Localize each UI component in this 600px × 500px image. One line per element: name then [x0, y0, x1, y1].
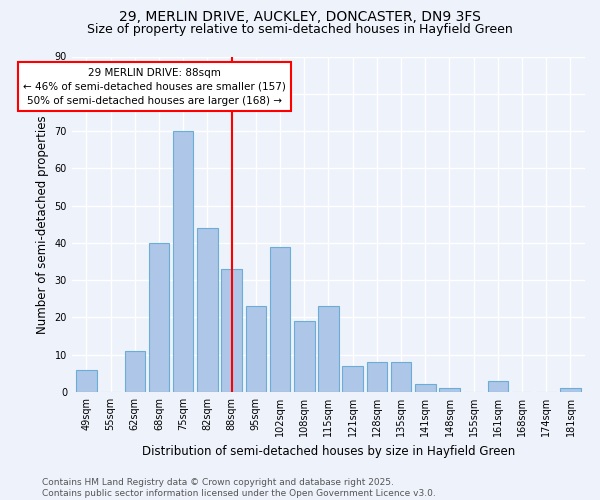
Y-axis label: Number of semi-detached properties: Number of semi-detached properties	[36, 115, 49, 334]
X-axis label: Distribution of semi-detached houses by size in Hayfield Green: Distribution of semi-detached houses by …	[142, 444, 515, 458]
Bar	[560, 388, 581, 392]
Bar	[221, 269, 242, 392]
Bar	[391, 362, 412, 392]
Bar	[439, 388, 460, 392]
Text: Contains HM Land Registry data © Crown copyright and database right 2025.
Contai: Contains HM Land Registry data © Crown c…	[42, 478, 436, 498]
Bar	[367, 362, 387, 392]
Bar	[488, 380, 508, 392]
Bar	[76, 370, 97, 392]
Bar	[343, 366, 363, 392]
Text: 29, MERLIN DRIVE, AUCKLEY, DONCASTER, DN9 3FS: 29, MERLIN DRIVE, AUCKLEY, DONCASTER, DN…	[119, 10, 481, 24]
Text: 29 MERLIN DRIVE: 88sqm
← 46% of semi-detached houses are smaller (157)
50% of se: 29 MERLIN DRIVE: 88sqm ← 46% of semi-det…	[23, 68, 286, 106]
Text: Size of property relative to semi-detached houses in Hayfield Green: Size of property relative to semi-detach…	[87, 22, 513, 36]
Bar	[415, 384, 436, 392]
Bar	[197, 228, 218, 392]
Bar	[149, 243, 169, 392]
Bar	[125, 351, 145, 392]
Bar	[245, 306, 266, 392]
Bar	[173, 131, 193, 392]
Bar	[294, 321, 314, 392]
Bar	[318, 306, 339, 392]
Bar	[270, 246, 290, 392]
